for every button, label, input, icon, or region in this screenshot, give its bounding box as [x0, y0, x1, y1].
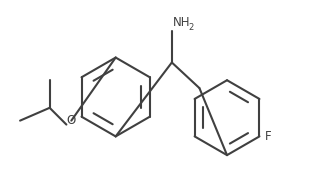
Text: F: F	[264, 130, 271, 143]
Text: NH: NH	[173, 16, 190, 29]
Text: 2: 2	[189, 23, 194, 32]
Text: O: O	[67, 114, 76, 127]
